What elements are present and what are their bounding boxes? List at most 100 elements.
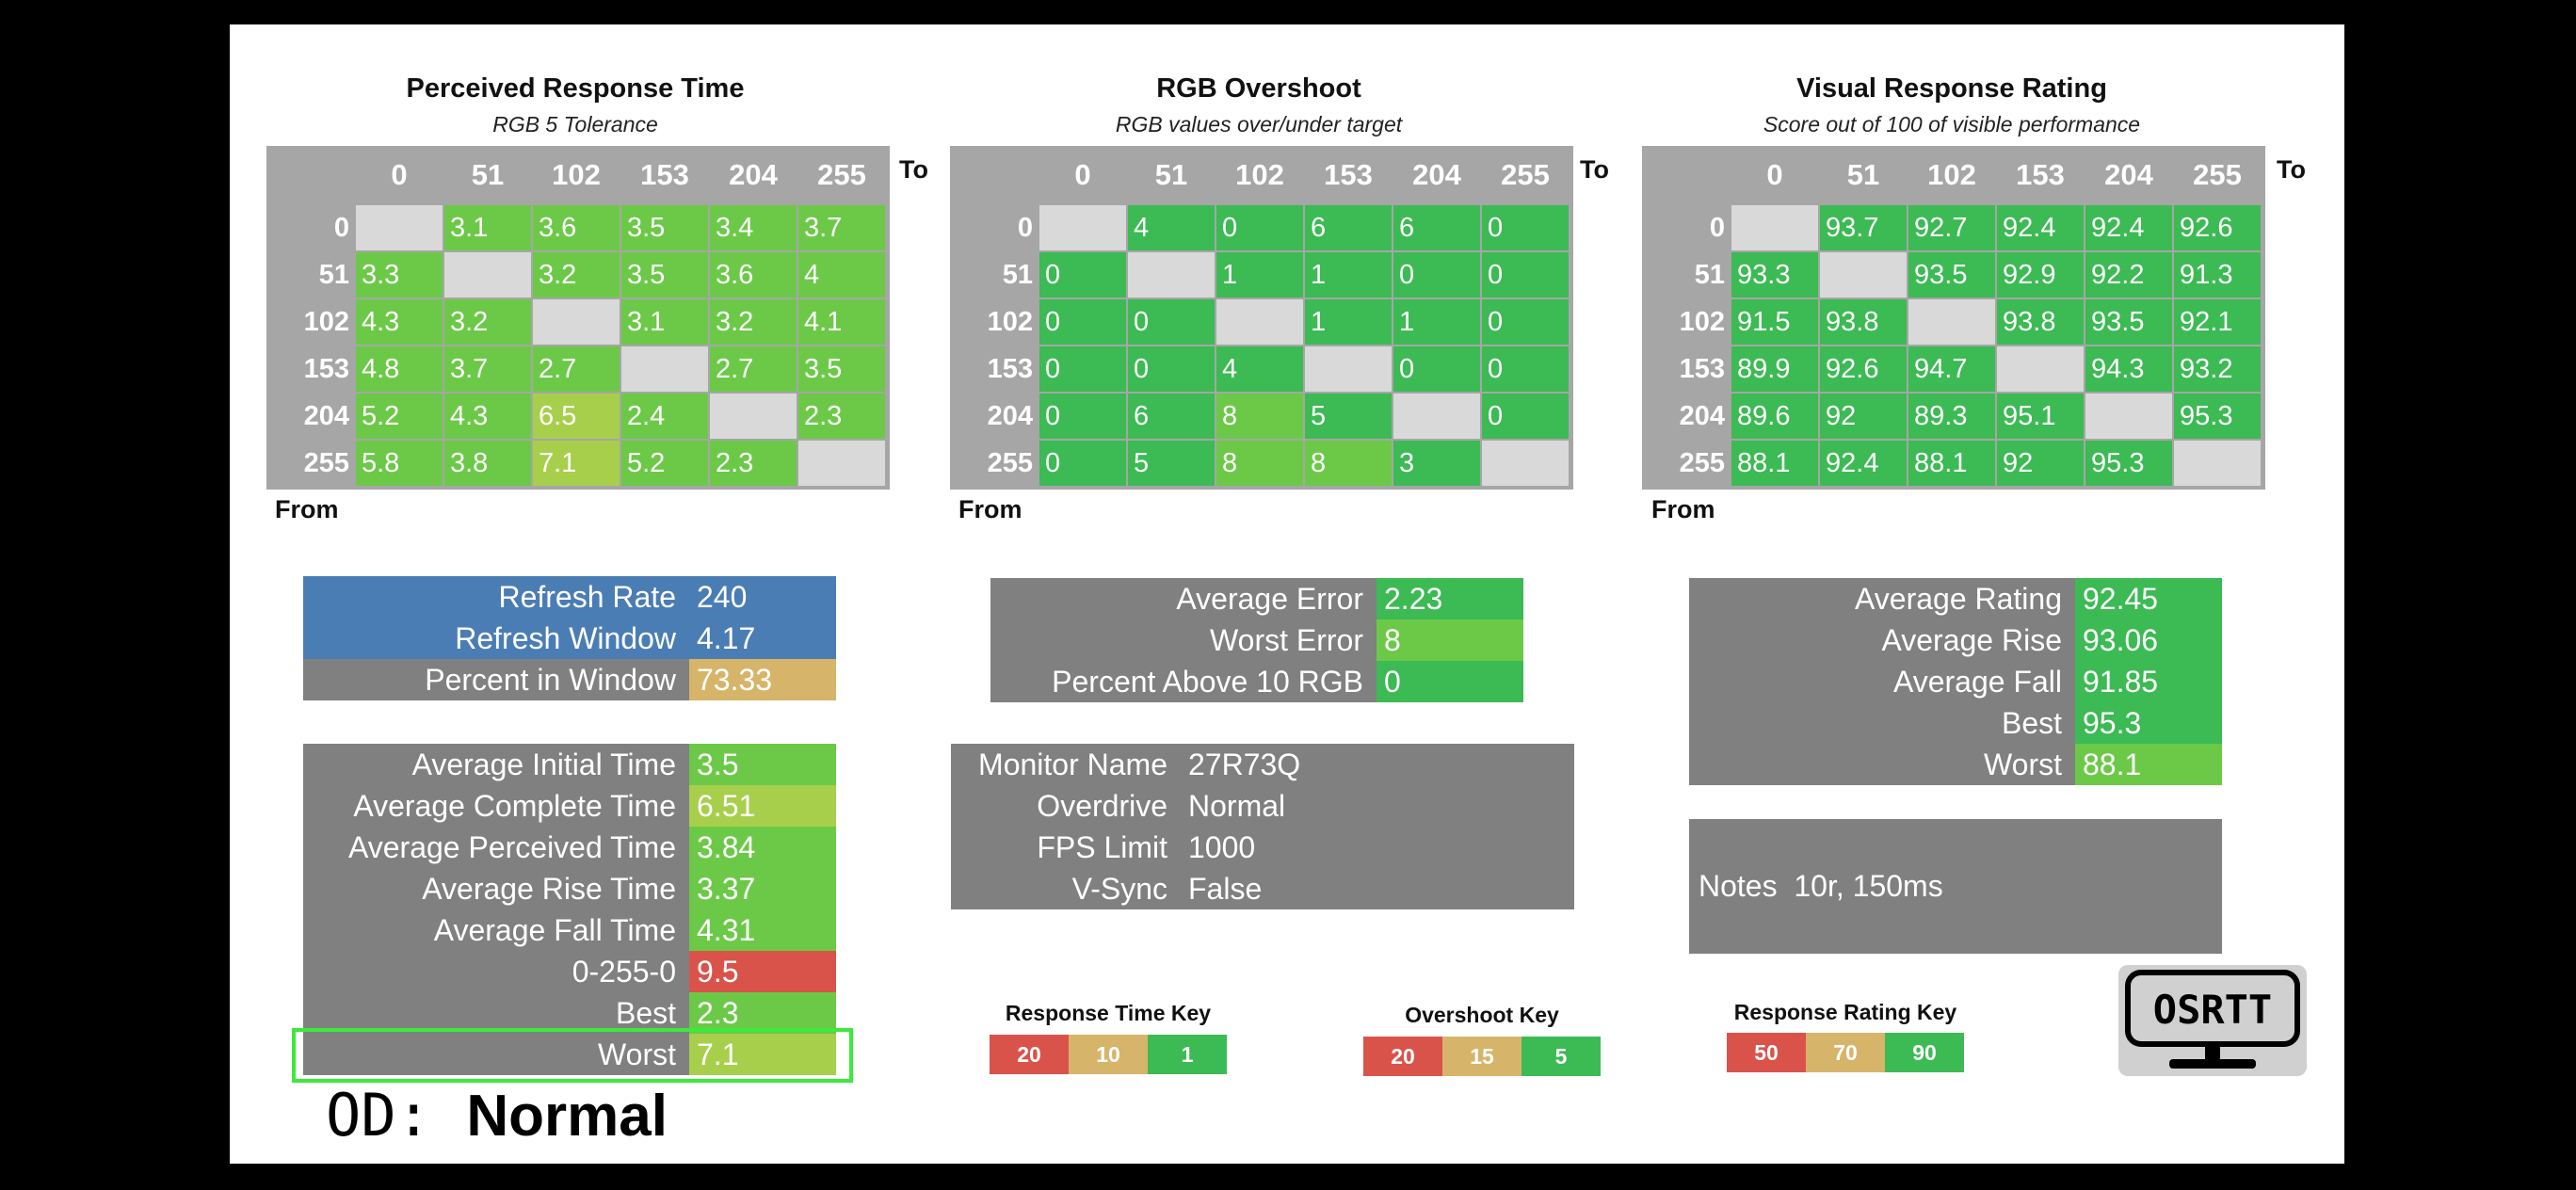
- stat-label: Refresh Window: [303, 618, 689, 659]
- matrix-cell: 8: [1305, 441, 1392, 486]
- matrix-cell: 8: [1216, 394, 1303, 439]
- to-header-255: 255: [1501, 158, 1550, 191]
- matrix-cell: 6: [1305, 205, 1392, 250]
- od-value: Normal: [466, 1084, 668, 1149]
- from-header-51: 51: [1002, 260, 1033, 290]
- diagonal-cell: [798, 441, 885, 486]
- diagonal-cell: [533, 299, 620, 345]
- from-header-51: 51: [318, 260, 349, 290]
- notes-value: 10r, 150ms: [1794, 869, 1943, 903]
- from-header-255: 255: [987, 448, 1033, 478]
- stat-label: Average Rise: [1689, 619, 2075, 661]
- matrix-cell: 0: [1039, 299, 1126, 345]
- stat-value: False: [1181, 868, 1574, 909]
- matrix-cell: 4: [1128, 205, 1215, 250]
- stat-value: 240: [689, 576, 836, 618]
- to-header-0: 0: [1766, 158, 1783, 191]
- matrix-cell: 4: [798, 252, 885, 298]
- matrix-cell: 93.7: [1820, 205, 1907, 250]
- from-header-0: 0: [1709, 213, 1725, 243]
- to-header-102: 102: [1927, 158, 1976, 191]
- to-header-204: 204: [729, 158, 778, 191]
- matrix-cell: 5.2: [356, 394, 443, 439]
- matrix-cell: 93.8: [1997, 299, 2084, 345]
- matrix-cell: 89.6: [1731, 394, 1818, 439]
- matrix-cell: 0: [1039, 441, 1126, 486]
- to-label: To: [1580, 155, 1609, 184]
- matrix-cell: 3.4: [710, 205, 797, 250]
- matrix-cell: 0: [1482, 394, 1569, 439]
- overshoot-matrix: 0 51 102 153 204 255 0 4 0 6 6 0 51 0 1 1 0 0 102 0 0 1 1 0 153 0…: [950, 146, 1573, 490]
- matrix-cell: 0: [1039, 394, 1126, 439]
- matrix-cell: 3.1: [444, 205, 531, 250]
- matrix-cell: 0: [1393, 252, 1480, 298]
- matrix-cell: 4.3: [356, 299, 443, 345]
- from-header-0: 0: [1017, 213, 1033, 243]
- stat-value: 93.06: [2075, 619, 2222, 661]
- matrix-cell: 3.1: [621, 299, 708, 345]
- matrix-cell: 5: [1305, 394, 1392, 439]
- stat-value: 3.5: [689, 744, 836, 785]
- matrix-cell: 92.6: [2174, 205, 2261, 250]
- stat-value: 3.84: [689, 827, 836, 868]
- stat-label: Overdrive: [951, 785, 1181, 827]
- rating-matrix: 0 51 102 153 204 255 0 93.7 92.7 92.4 92.4 92.6 51 93…: [1642, 146, 2265, 490]
- notes-box: Notes 10r, 150ms: [1689, 819, 2222, 954]
- matrix-cell: 3.5: [621, 252, 708, 298]
- to-header-204: 204: [2104, 158, 2153, 191]
- from-label: From: [275, 495, 339, 523]
- matrix-cell: 8: [1216, 441, 1303, 486]
- to-header-0: 0: [1074, 158, 1091, 191]
- matrix-cell: 0: [1039, 346, 1126, 392]
- response-key-title: Response Time Key: [1005, 1001, 1212, 1025]
- from-header-255: 255: [1679, 448, 1725, 478]
- stat-label: Average Initial Time: [303, 744, 689, 785]
- to-header-0: 0: [391, 158, 408, 191]
- key-swatch: 15: [1442, 1037, 1521, 1076]
- matrix-cell: 0: [1482, 252, 1569, 298]
- matrix-cell: 4.1: [798, 299, 885, 345]
- diagonal-cell: [2085, 394, 2172, 439]
- stat-value: 2.23: [1377, 578, 1523, 619]
- key-swatch: 20: [1363, 1037, 1442, 1076]
- diagonal-cell: [1128, 252, 1215, 298]
- key-swatch: 10: [1069, 1035, 1148, 1074]
- response-title: Perceived Response Time: [406, 73, 745, 104]
- matrix-cell: 93.2: [2174, 346, 2261, 392]
- stat-value: 1000: [1181, 827, 1574, 868]
- matrix-cell: 92.4: [2085, 205, 2172, 250]
- matrix-cell: 2.4: [621, 394, 708, 439]
- diagonal-cell: [356, 205, 443, 250]
- stat-value: 91.85: [2075, 661, 2222, 702]
- matrix-cell: 3.6: [710, 252, 797, 298]
- matrix-cell: 0: [1482, 299, 1569, 345]
- rating-subtitle: Score out of 100 of visible performance: [1763, 112, 2141, 137]
- matrix-cell: 88.1: [1908, 441, 1995, 486]
- diagonal-cell: [2174, 441, 2261, 486]
- matrix-cell: 4: [1216, 346, 1303, 392]
- matrix-cell: 91.3: [2174, 252, 2261, 298]
- stat-value: 88.1: [2075, 744, 2222, 785]
- from-header-204: 204: [987, 401, 1033, 431]
- matrix-cell: 2.7: [710, 346, 797, 392]
- monitor-logo-icon: OSRTT: [2125, 970, 2300, 1069]
- stat-value: 2.3: [689, 992, 836, 1034]
- to-header-51: 51: [1154, 158, 1188, 191]
- stat-label: 0-255-0: [303, 951, 689, 992]
- to-header-51: 51: [1846, 158, 1880, 191]
- stat-label: Worst: [1689, 744, 2075, 785]
- stat-label: Refresh Rate: [303, 576, 689, 618]
- stat-label: Worst Error: [990, 619, 1377, 661]
- stat-value: 73.33: [689, 659, 836, 700]
- matrix-cell: 4.8: [356, 346, 443, 392]
- stat-value: Normal: [1181, 785, 1574, 827]
- diagonal-cell: [1482, 441, 1569, 486]
- matrix-cell: 0: [1128, 346, 1215, 392]
- matrix-cell: 5.2: [621, 441, 708, 486]
- rating-title: Visual Response Rating: [1796, 73, 2107, 104]
- diagonal-cell: [444, 252, 531, 298]
- matrix-cell: 0: [1216, 205, 1303, 250]
- stat-label: Monitor Name: [951, 744, 1181, 785]
- matrix-cell: 92.2: [2085, 252, 2172, 298]
- diagonal-cell: [1216, 299, 1303, 345]
